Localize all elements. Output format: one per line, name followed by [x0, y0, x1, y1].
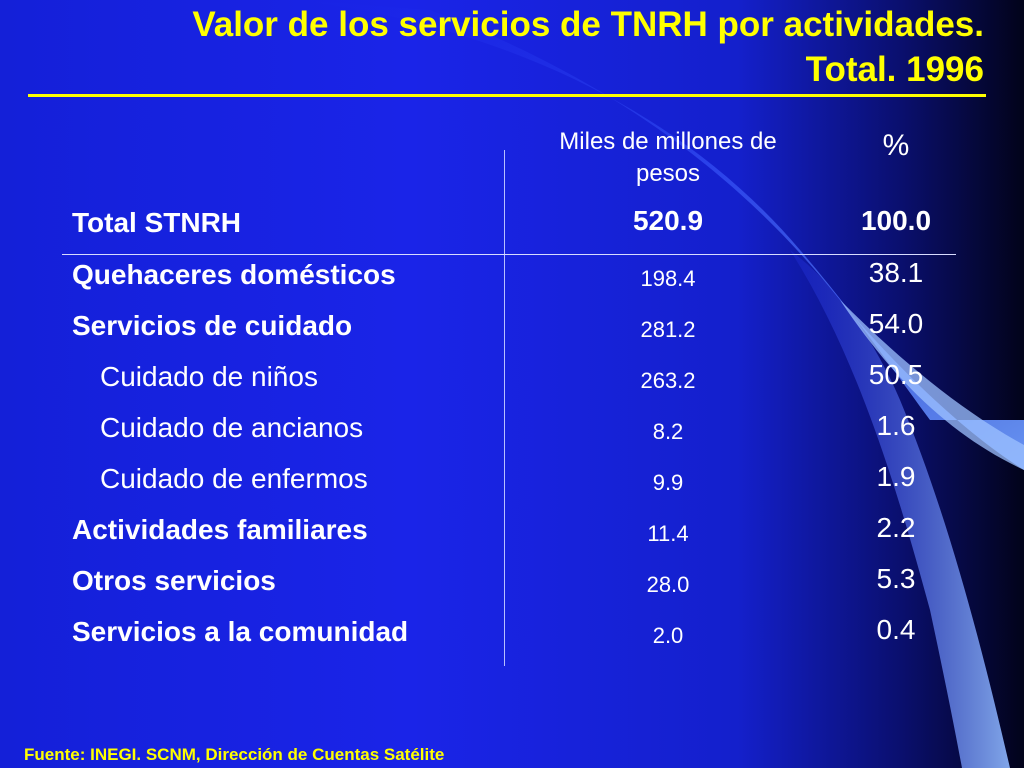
row-value: 8.2	[652, 419, 684, 444]
row-label: Cuidado de niños	[100, 361, 318, 392]
percent-column-header: %	[882, 129, 910, 162]
row-value: 198.4	[640, 266, 696, 291]
row-value: 2.0	[652, 623, 684, 648]
source-note: Fuente: INEGI. SCNM, Dirección de Cuenta…	[24, 745, 445, 764]
table-row: Servicios a la comunidad 2.0 0.4	[0, 607, 1024, 657]
row-percent: 50.5	[868, 359, 924, 390]
row-value: 263.2	[640, 368, 696, 393]
row-label: Servicios de cuidado	[72, 310, 353, 341]
row-percent: 54.0	[868, 308, 924, 339]
row-label: Cuidado de enfermos	[100, 463, 368, 494]
row-percent: 100.0	[860, 205, 932, 236]
row-label: Otros servicios	[72, 565, 276, 596]
row-value: 9.9	[652, 470, 684, 495]
row-value: 11.4	[647, 521, 689, 546]
row-label: Servicios a la comunidad	[72, 616, 409, 647]
table-row: Cuidado de enfermos 9.9 1.9	[0, 454, 1024, 504]
title-line-2: Total. 1996	[805, 50, 984, 89]
row-value: 28.0	[646, 572, 690, 597]
value-column-header: Miles de millones de pesos	[559, 128, 777, 187]
slide-title: Valor de los servicios de TNRH por activ…	[192, 2, 984, 92]
table-row: Cuidado de niños 263.2 50.5	[0, 352, 1024, 402]
title-line-1: Valor de los servicios de TNRH por activ…	[192, 5, 984, 44]
row-label: Total STNRH	[72, 207, 242, 238]
row-value: 281.2	[640, 317, 696, 342]
row-percent: 1.9	[876, 461, 916, 492]
row-percent: 1.6	[876, 410, 916, 441]
title-underline	[28, 94, 986, 97]
row-percent: 2.2	[876, 512, 916, 543]
row-percent: 0.4	[876, 614, 916, 645]
row-value: 520.9	[632, 205, 704, 236]
table-row-total: Total STNRH 520.9 100.0	[0, 198, 1024, 248]
row-label: Actividades familiares	[72, 514, 368, 545]
table-row: Cuidado de ancianos 8.2 1.6	[0, 403, 1024, 453]
table-row: Quehaceres domésticos 198.4 38.1	[0, 250, 1024, 300]
table-row: Servicios de cuidado 281.2 54.0	[0, 301, 1024, 351]
table-row: Otros servicios 28.0 5.3	[0, 556, 1024, 606]
row-label: Quehaceres domésticos	[72, 259, 396, 290]
row-label: Cuidado de ancianos	[100, 412, 364, 443]
column-divider	[504, 150, 505, 666]
table-row: Actividades familiares 11.4 2.2	[0, 505, 1024, 555]
total-row-divider	[62, 254, 956, 255]
row-percent: 38.1	[868, 257, 924, 288]
row-percent: 5.3	[876, 563, 916, 594]
